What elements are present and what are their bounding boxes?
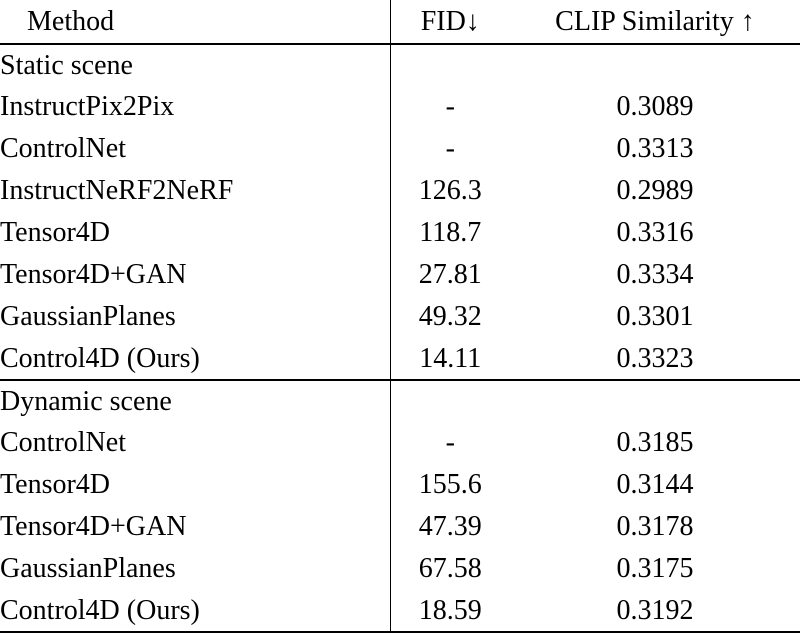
fid-cell-empty bbox=[390, 379, 510, 422]
fid-cell-empty bbox=[390, 44, 510, 86]
clip-similarity-value: 0.3178 bbox=[616, 511, 694, 542]
clip-similarity-value: 0.3089 bbox=[616, 91, 694, 122]
table-row: Tensor4D+GAN 47.39 0.3178 bbox=[0, 506, 800, 548]
table-row: InstructNeRF2NeRF 126.3 0.2989 bbox=[0, 170, 800, 212]
clip-cell-empty bbox=[510, 379, 800, 422]
fid-value: 118.7 bbox=[419, 217, 482, 248]
table-row: Control4D (Ours) 18.59 0.3192 bbox=[0, 590, 800, 632]
column-header-fid: FID↓ bbox=[420, 5, 480, 37]
fid-value: 18.59 bbox=[418, 594, 482, 626]
section-title: Dynamic scene bbox=[0, 379, 391, 422]
method-name: Tensor4D bbox=[0, 464, 391, 506]
table-row: ControlNet - 0.3185 bbox=[0, 422, 800, 464]
fid-value: - bbox=[445, 427, 455, 458]
header-row: Method FID↓ CLIP Similarity ↑ bbox=[0, 0, 800, 44]
fid-value: - bbox=[445, 133, 455, 164]
table-row: Tensor4D+GAN 27.81 0.3334 bbox=[0, 254, 800, 296]
table-row: ControlNet - 0.3313 bbox=[0, 128, 800, 170]
clip-similarity-value: 0.3185 bbox=[616, 427, 694, 458]
clip-similarity-value: 0.3192 bbox=[616, 594, 694, 626]
method-name: InstructPix2Pix bbox=[0, 86, 391, 128]
fid-value: 49.32 bbox=[418, 301, 482, 332]
fid-value: 155.6 bbox=[418, 469, 482, 500]
clip-similarity-value: 0.3175 bbox=[616, 553, 694, 584]
fid-value: 67.58 bbox=[418, 553, 482, 584]
method-name: Control4D (Ours) bbox=[0, 338, 391, 380]
method-name: Tensor4D bbox=[0, 212, 391, 254]
method-name: InstructNeRF2NeRF bbox=[0, 170, 391, 212]
method-name: Tensor4D+GAN bbox=[0, 254, 391, 296]
fid-value: 47.39 bbox=[418, 511, 482, 542]
method-name: Tensor4D+GAN bbox=[0, 506, 391, 548]
fid-value: 14.11 bbox=[419, 342, 482, 374]
column-header-clip-similarity: CLIP Similarity ↑ bbox=[555, 5, 755, 37]
method-name: GaussianPlanes bbox=[0, 296, 391, 338]
clip-similarity-value: 0.3301 bbox=[616, 301, 694, 332]
method-name: GaussianPlanes bbox=[0, 548, 391, 590]
clip-similarity-value: 0.3313 bbox=[616, 133, 694, 164]
table-row: InstructPix2Pix - 0.3089 bbox=[0, 86, 800, 128]
section-header-row: Dynamic scene bbox=[0, 379, 800, 422]
section-title: Static scene bbox=[0, 44, 391, 86]
table-row: Control4D (Ours) 14.11 0.3323 bbox=[0, 338, 800, 380]
section-header-row: Static scene bbox=[0, 44, 800, 86]
clip-similarity-value: 0.3316 bbox=[616, 217, 694, 248]
clip-similarity-value: 0.3144 bbox=[616, 469, 694, 500]
method-name: Control4D (Ours) bbox=[0, 590, 391, 632]
fid-value: 27.81 bbox=[418, 259, 482, 290]
table-row: Tensor4D 155.6 0.3144 bbox=[0, 464, 800, 506]
method-name: ControlNet bbox=[0, 422, 391, 464]
column-header-method: Method bbox=[0, 0, 391, 44]
fid-value: - bbox=[445, 91, 455, 122]
clip-similarity-value: 0.3334 bbox=[616, 259, 694, 290]
table-row: GaussianPlanes 49.32 0.3301 bbox=[0, 296, 800, 338]
table-row: Tensor4D 118.7 0.3316 bbox=[0, 212, 800, 254]
clip-similarity-value: 0.2989 bbox=[616, 175, 694, 206]
clip-cell-empty bbox=[510, 44, 800, 86]
clip-similarity-value: 0.3323 bbox=[616, 342, 694, 374]
fid-value: 126.3 bbox=[418, 175, 482, 206]
method-name: ControlNet bbox=[0, 128, 391, 170]
table-row: GaussianPlanes 67.58 0.3175 bbox=[0, 548, 800, 590]
